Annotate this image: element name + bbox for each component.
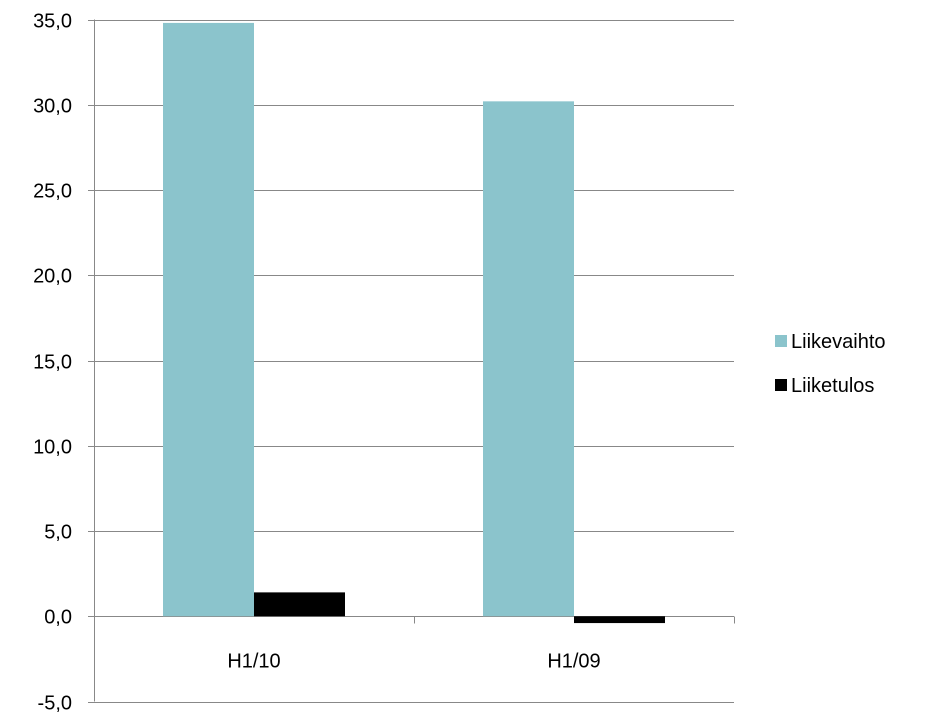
- legend-swatch: [775, 379, 787, 391]
- legend-label: Liikevaihto: [791, 331, 886, 353]
- x-tick-label: H1/09: [547, 651, 600, 673]
- y-tick-label: 15,0: [33, 352, 72, 374]
- y-tick-label: 10,0: [33, 437, 72, 459]
- bar-liikevaihto-h1-09: [483, 101, 574, 617]
- y-tick-label: -5,0: [38, 693, 72, 713]
- x-tick-label: H1/10: [227, 651, 280, 673]
- bar-liiketulos-h1-10: [254, 592, 345, 617]
- y-tick-label: 0,0: [44, 607, 72, 629]
- y-tick-label: 20,0: [33, 266, 72, 288]
- y-tick-label: 30,0: [33, 96, 72, 118]
- legend-label: Liiketulos: [791, 375, 874, 397]
- y-tick-label: 35,0: [33, 11, 72, 33]
- legend: Liikevaihto Liiketulos: [775, 331, 886, 397]
- bars: [163, 22, 665, 624]
- bar-liikevaihto-h1-10: [163, 22, 254, 617]
- legend-swatch: [775, 335, 787, 347]
- y-axis: -5,0 0,0 5,0 10,0 15,0 20,0 25,0 30,0 35,0: [33, 11, 95, 713]
- y-tick-label: 25,0: [33, 181, 72, 203]
- bar-liiketulos-h1-09: [574, 616, 665, 624]
- y-tick-label: 5,0: [44, 522, 72, 544]
- x-axis: H1/10 H1/09: [94, 616, 735, 673]
